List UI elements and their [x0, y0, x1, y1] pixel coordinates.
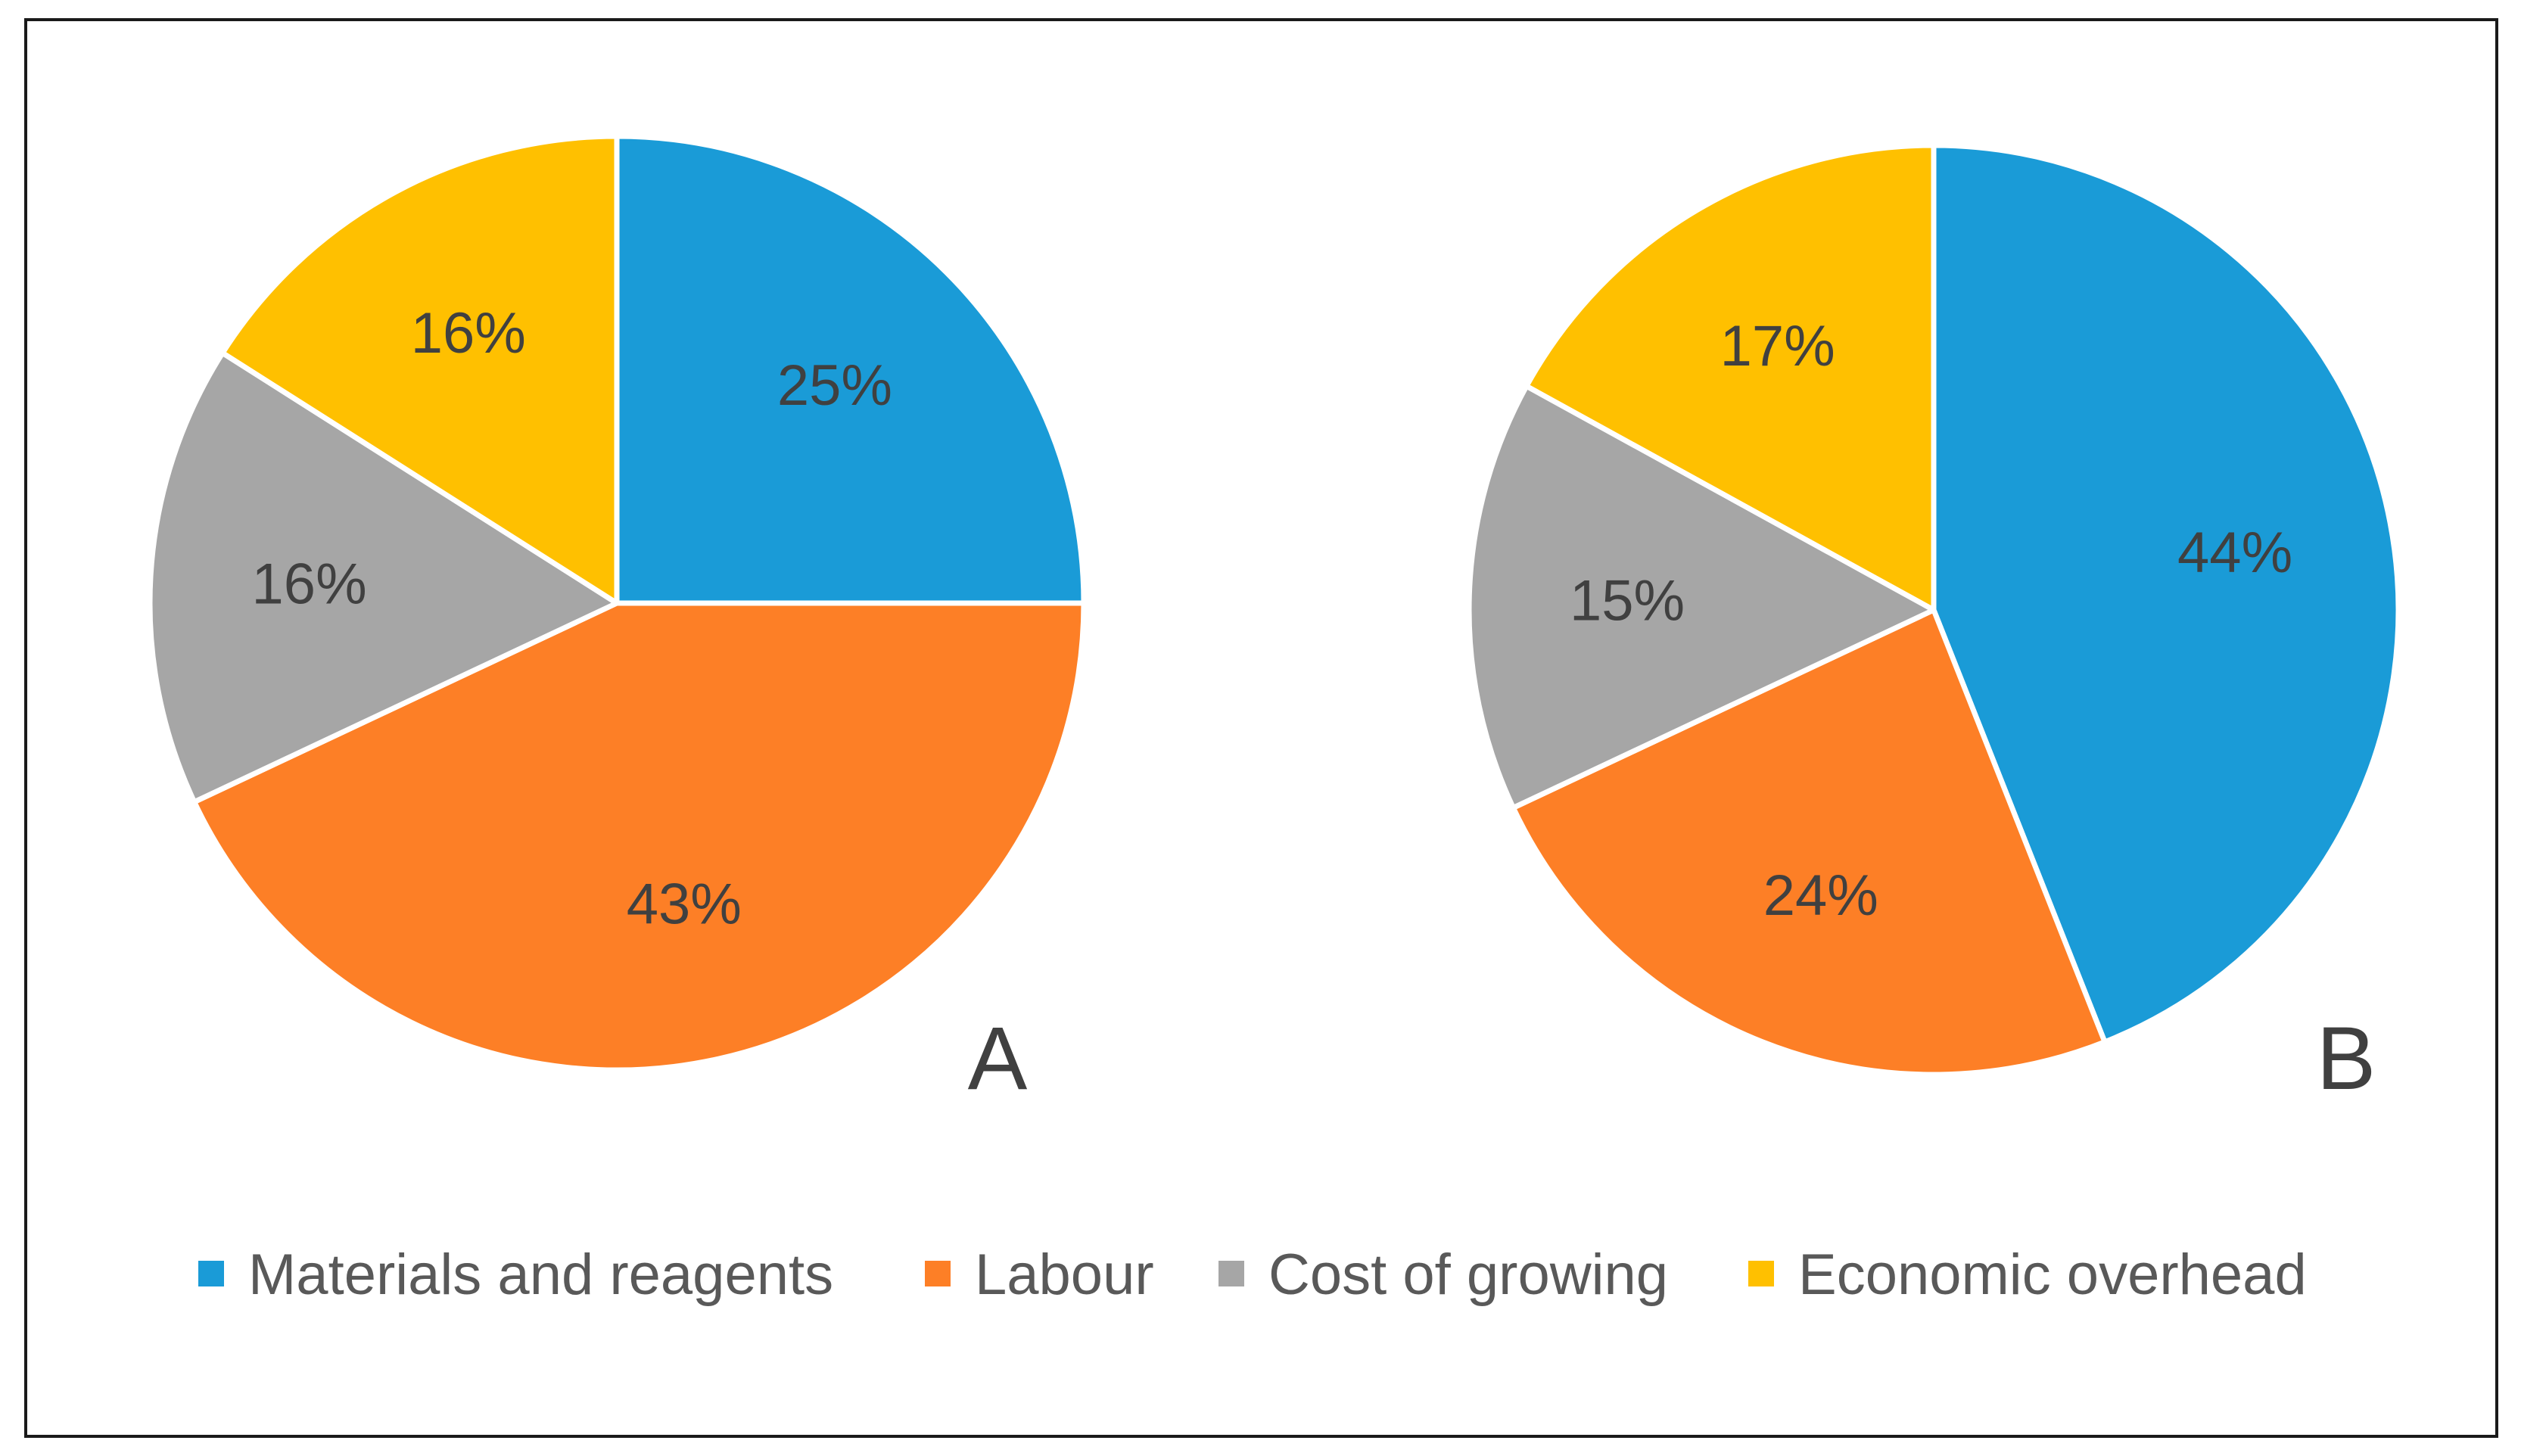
legend-item-cost-of-growing: Cost of growing	[1218, 1243, 1668, 1307]
pie-a-slice-materials-and-reagents	[614, 133, 1087, 606]
pie-a-slice-economic-overhead	[219, 133, 620, 606]
legend-item-materials: Materials and reagents	[198, 1243, 833, 1307]
pie-chart-b: 44% 24% 15% 17%	[1466, 142, 2401, 1078]
pie-chart-a: 25% 43% 16% 16%	[147, 133, 1087, 1073]
legend-item-labour: Labour	[925, 1243, 1154, 1307]
legend-label-labour: Labour	[975, 1243, 1154, 1307]
legend-item-economic-overhead: Economic overhead	[1748, 1243, 2307, 1307]
pie-b-slice-materials-and-reagents	[1931, 142, 2401, 1045]
legend-label-cost-of-growing: Cost of growing	[1268, 1243, 1668, 1307]
pie-b-slice-economic-overhead	[1523, 142, 1937, 613]
pie-a-slice-cost-of-growing	[147, 350, 620, 805]
panel-label-b: B	[2317, 1009, 2376, 1109]
legend-label-materials: Materials and reagents	[248, 1243, 833, 1307]
pie-b-slice-labour	[1510, 607, 2108, 1078]
pie-a-label-labour: 43%	[627, 872, 742, 936]
pie-b-label-cost-of-growing: 15%	[1570, 568, 1685, 633]
panel-label-a: A	[968, 1009, 1028, 1109]
legend-swatch-economic-overhead	[1748, 1261, 1774, 1286]
pie-b-slice-cost-of-growing	[1466, 383, 1937, 810]
pie-a-slice-labour	[191, 600, 1087, 1073]
pie-b-label-economic-overhead: 17%	[1720, 314, 1835, 378]
pie-b-label-labour: 24%	[1763, 863, 1878, 928]
legend-swatch-labour	[925, 1261, 951, 1286]
legend-swatch-cost-of-growing	[1218, 1261, 1244, 1286]
legend: Materials and reagents Labour Cost of gr…	[198, 1243, 2307, 1307]
pie-a-label-cost-of-growing: 16%	[252, 552, 367, 616]
legend-swatch-materials	[198, 1261, 224, 1286]
pie-a-label-economic-overhead: 16%	[411, 301, 526, 366]
pie-a-label-materials-and-reagents: 25%	[777, 353, 892, 418]
pie-b-label-materials-and-reagents: 44%	[2177, 521, 2292, 585]
legend-label-economic-overhead: Economic overhead	[1798, 1243, 2307, 1307]
